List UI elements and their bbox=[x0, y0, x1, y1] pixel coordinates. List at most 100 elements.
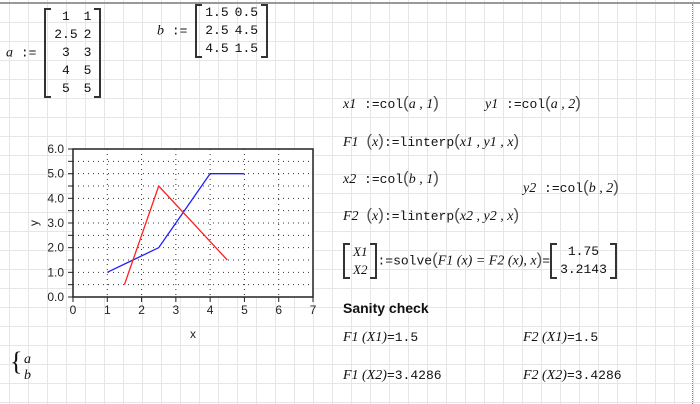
y-tick-label: 5.0 bbox=[47, 167, 64, 181]
matrix-cell: 0.5 bbox=[234, 5, 259, 20]
y-tick-label: 1.0 bbox=[47, 265, 64, 279]
var-X2: X2 bbox=[353, 262, 368, 277]
matrix-cell: 1 bbox=[62, 9, 70, 24]
matrix-a-definition[interactable]: a := 1 1 2.5 2 3 3 4 5 5 5 bbox=[6, 8, 102, 98]
args: a , 2 bbox=[550, 97, 576, 112]
fn: col bbox=[521, 97, 546, 112]
result-1: 1.75 bbox=[567, 244, 600, 259]
eq-solve[interactable]: X1 X2:=solve(F1 (x) = F2 (x), x)= 1.75 3.21… bbox=[343, 243, 617, 279]
series-line-1 bbox=[107, 173, 245, 273]
solve-expr: F1 (x) = F2 (x), x bbox=[437, 253, 537, 269]
op: := bbox=[383, 209, 400, 224]
page-boundary bbox=[692, 4, 693, 404]
y-tick-label: 6.0 bbox=[47, 142, 64, 156]
result-2: 3.2143 bbox=[560, 262, 607, 277]
matrix-cell: 5 bbox=[83, 63, 92, 78]
sanity-item[interactable]: F2 (X2)=3.4286 bbox=[523, 368, 622, 384]
var-a: a bbox=[6, 45, 13, 61]
fn: linterp bbox=[399, 209, 455, 224]
matrix-cell: 5 bbox=[83, 81, 92, 96]
trace-a: a bbox=[24, 352, 31, 367]
x-tick-label: 4 bbox=[207, 303, 214, 317]
eq-x2[interactable]: x2 :=col(b , 1) bbox=[343, 168, 439, 187]
op: := bbox=[364, 97, 380, 112]
y-tick-label: 3.0 bbox=[47, 216, 64, 230]
lhs: y1 bbox=[485, 97, 499, 112]
sanity-item[interactable]: F1 (X2)=3.4286 bbox=[343, 368, 442, 384]
value: 1.5 bbox=[574, 330, 599, 345]
expr: F2 (X2) bbox=[523, 368, 567, 383]
expr: F1 (X1) bbox=[343, 330, 387, 345]
arg: x bbox=[372, 209, 379, 224]
fn: col bbox=[379, 172, 404, 187]
fn: col bbox=[559, 181, 584, 196]
args: b , 2 bbox=[588, 181, 614, 196]
lhs: x2 bbox=[343, 172, 357, 187]
fn: linterp bbox=[399, 135, 455, 150]
x-tick-label: 5 bbox=[241, 303, 248, 317]
matrix-cell: 1.5 bbox=[205, 5, 229, 20]
matrix-cell: 4.5 bbox=[205, 41, 229, 56]
sanity-item[interactable]: F2 (X1)=1.5 bbox=[523, 330, 598, 346]
trace-b: b bbox=[24, 368, 31, 383]
x-axis-label: x bbox=[190, 327, 196, 341]
matrix-b-definition[interactable]: b := 1.5 0.5 2.5 4.5 4.5 1.5 bbox=[157, 4, 269, 58]
eq-F2[interactable]: F2 (x):=linterp(x2 , y2 , x) bbox=[343, 205, 520, 224]
op: := bbox=[377, 253, 394, 269]
x-tick-label: 3 bbox=[173, 303, 180, 317]
matrix-cell: 3 bbox=[83, 45, 92, 60]
x-tick-label: 0 bbox=[70, 303, 77, 317]
matrix-cell: 2.5 bbox=[54, 27, 78, 42]
solve-vars: X1 X2 bbox=[343, 243, 378, 279]
value: 3.4286 bbox=[394, 368, 442, 383]
var-b: b bbox=[157, 23, 164, 39]
y-tick-label: 4.0 bbox=[47, 191, 64, 205]
x-tick-label: 2 bbox=[138, 303, 145, 317]
eq-sign: = bbox=[566, 330, 575, 345]
top-border bbox=[0, 2, 700, 4]
matrix-b: 1.5 0.5 2.5 4.5 4.5 1.5 bbox=[195, 4, 269, 58]
lhs: x1 bbox=[343, 97, 357, 112]
lhs: y2 bbox=[523, 181, 537, 196]
y-tick-label: 0.0 bbox=[47, 290, 64, 304]
x-tick-label: 1 bbox=[104, 303, 111, 317]
value: 3.4286 bbox=[574, 368, 622, 383]
matrix-cell: 2.5 bbox=[205, 23, 229, 38]
args: x2 , y2 , x bbox=[459, 209, 514, 224]
solve-result: 1.75 3.2143 bbox=[550, 243, 617, 279]
matrix-cell: 1.5 bbox=[234, 41, 259, 56]
op: := bbox=[383, 135, 400, 150]
y-tick-label: 2.0 bbox=[47, 241, 64, 255]
args: b , 1 bbox=[408, 172, 434, 187]
plot[interactable]: 0 1 2 3 4 5 6 7 0.0 1.0 2.0 3.0 4.0 5.0 6.0 x y bbox=[0, 130, 330, 345]
assign-op: := bbox=[20, 45, 37, 61]
brace: { bbox=[10, 347, 23, 376]
matrix-cell: 2 bbox=[83, 27, 92, 42]
fn: col bbox=[379, 97, 404, 112]
value: 1.5 bbox=[394, 330, 419, 345]
x-tick-label: 7 bbox=[310, 303, 317, 317]
eq-y2[interactable]: y2 :=col(b , 2) bbox=[523, 177, 619, 196]
eq-sign: = bbox=[386, 330, 395, 345]
fn: solve bbox=[393, 253, 433, 269]
assign-op: := bbox=[171, 23, 188, 39]
lhs: F1 bbox=[343, 135, 359, 150]
sanity-heading: Sanity check bbox=[343, 300, 429, 316]
eq-F1[interactable]: F1 (x):=linterp(x1 , y1 , x) bbox=[343, 131, 520, 150]
matrix-cell: 5 bbox=[62, 81, 70, 96]
arg: x bbox=[372, 135, 379, 150]
eq-sign: = bbox=[566, 368, 575, 383]
matrix-cell: 3 bbox=[62, 45, 70, 60]
matrix-cell: 1 bbox=[83, 9, 92, 24]
eq-x1[interactable]: x1 :=col(a , 1) bbox=[343, 93, 439, 112]
lhs: F2 bbox=[343, 209, 359, 224]
op: := bbox=[506, 97, 522, 112]
expr: F2 (X1) bbox=[523, 330, 567, 345]
eq-sign: = bbox=[386, 368, 395, 383]
eq-y1[interactable]: y1 :=col(a , 2) bbox=[485, 93, 581, 112]
args: a , 1 bbox=[408, 97, 434, 112]
sanity-item[interactable]: F1 (X1)=1.5 bbox=[343, 330, 418, 346]
eq-sign: = bbox=[542, 253, 551, 269]
series-line-2 bbox=[123, 184, 228, 285]
x-tick-label: 6 bbox=[275, 303, 282, 317]
